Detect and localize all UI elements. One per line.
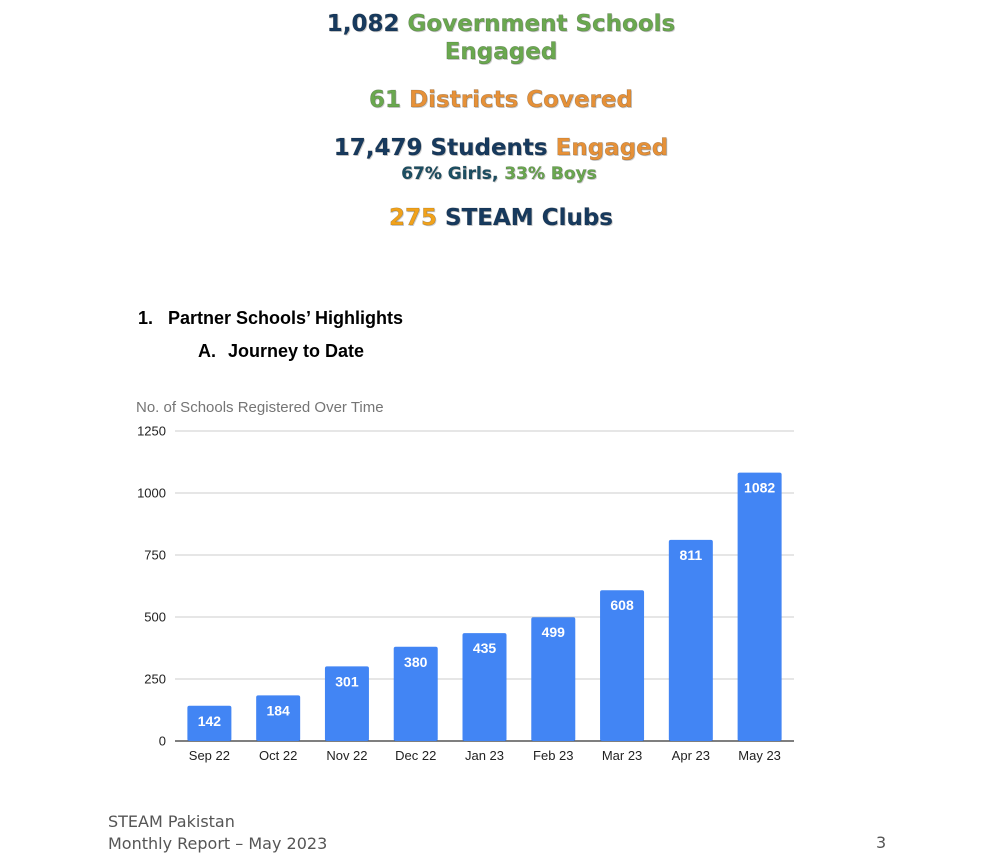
x-tick-label: May 23 [738, 748, 781, 763]
x-axis-ticks: Sep 22 Oct 22 Nov 22 Dec 22 Jan 23 Feb 23 Mar … [189, 748, 781, 763]
stat-clubs: 275 STEAM Clubs [0, 204, 1002, 232]
y-tick-label: 0 [159, 734, 166, 749]
bar-jan-23 [462, 633, 507, 741]
districts-count: 61 [369, 87, 402, 114]
x-tick-label: Apr 23 [672, 748, 710, 763]
stat-districts: 61 Districts Covered [0, 86, 1002, 114]
page-number: 3 [876, 833, 887, 852]
x-tick-label: Dec 22 [395, 748, 436, 763]
section-number: 1. [138, 308, 154, 328]
students-word: Students [430, 135, 548, 162]
bar-may-23 [737, 472, 782, 741]
subsection-heading: A. Journey to Date [198, 341, 364, 362]
y-tick-label: 750 [144, 548, 166, 563]
x-tick-label: Sep 22 [189, 748, 230, 763]
section-heading: 1. Partner Schools’ Highlights [138, 308, 403, 329]
bar-feb-23 [531, 617, 576, 741]
bar-value-label: 608 [610, 597, 634, 613]
bar-nov-22 [324, 666, 369, 741]
bar-value-label: 1082 [744, 480, 775, 496]
x-tick-label: Jan 23 [465, 748, 504, 763]
bar-apr-23 [668, 539, 713, 741]
y-tick-label: 250 [144, 672, 166, 687]
bar-value-label: 301 [335, 673, 359, 689]
stat-students: 17,479 Students Engaged [0, 134, 1002, 162]
bar-value-label: 184 [266, 702, 290, 718]
chart-title: No. of Schools Registered Over Time [136, 399, 384, 416]
schools-count: 1,082 [326, 11, 400, 38]
stat-schools: 1,082 Government Schools [0, 10, 1002, 38]
chart-bars: 142 184 301 380 435 499 608 811 1082 [187, 472, 782, 741]
girls-share: 67% Girls [401, 164, 492, 185]
bar-oct-22 [256, 695, 301, 741]
bar-value-label: 811 [680, 547, 703, 563]
bar-value-label: 499 [542, 624, 566, 640]
section-title: Partner Schools’ Highlights [168, 308, 404, 328]
boys-share: 33% Boys [504, 164, 597, 185]
bar-dec-22 [393, 646, 438, 741]
stat-gender: 67% Girls, 33% Boys [0, 164, 1002, 185]
students-count: 17,479 [333, 135, 423, 162]
footer: STEAM Pakistan Monthly Report – May 2023 [108, 811, 327, 855]
y-tick-label: 1000 [137, 486, 166, 501]
bar-mar-23 [600, 590, 645, 741]
schools-label: Government Schools [407, 11, 676, 38]
bar-sep-22 [187, 705, 232, 741]
bar-value-label: 380 [404, 654, 428, 670]
footer-report: Monthly Report – May 2023 [108, 834, 328, 853]
students-engaged: Engaged [555, 135, 669, 162]
y-tick-label: 1250 [137, 424, 166, 439]
districts-label: Districts Covered [409, 87, 633, 114]
subsection-letter: A. [198, 341, 216, 361]
stat-schools-engaged: Engaged [444, 39, 558, 66]
x-tick-label: Oct 22 [259, 748, 297, 763]
footer-org: STEAM Pakistan [108, 812, 235, 831]
x-tick-label: Feb 23 [533, 748, 573, 763]
x-tick-label: Mar 23 [602, 748, 642, 763]
y-axis-ticks: 0 250 500 750 1000 1250 [137, 424, 166, 749]
gender-separator: , [491, 164, 499, 185]
y-tick-label: 500 [144, 610, 166, 625]
clubs-label: STEAM Clubs [445, 205, 614, 232]
bar-value-label: 142 [198, 713, 222, 729]
bar-value-label: 435 [473, 640, 497, 656]
clubs-count: 275 [389, 205, 438, 232]
subsection-title: Journey to Date [228, 341, 365, 361]
x-tick-label: Nov 22 [326, 748, 367, 763]
